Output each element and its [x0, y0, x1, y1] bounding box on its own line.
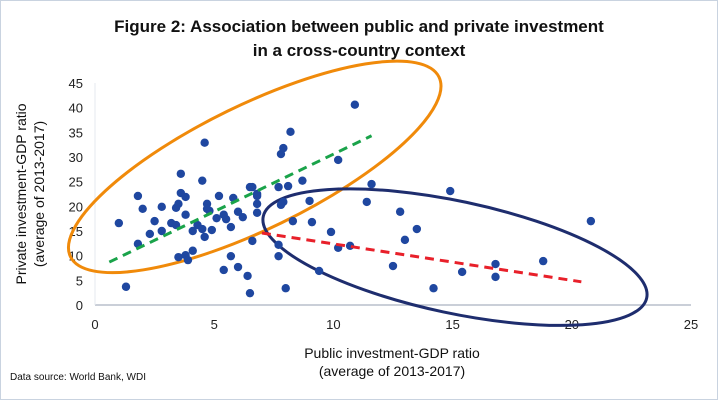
data-point	[248, 236, 257, 246]
data-point	[188, 246, 197, 255]
orange-ellipse	[66, 59, 443, 275]
data-point	[248, 182, 257, 192]
y-tick-label: 30	[69, 150, 83, 165]
y-axis-label: Private investment-GDP ratio	[13, 103, 29, 284]
data-point	[176, 169, 186, 178]
data-point	[212, 213, 221, 223]
y-tick-label: 45	[69, 76, 83, 91]
data-point	[252, 199, 262, 209]
x-tick-label: 25	[684, 317, 698, 332]
data-point	[114, 218, 124, 228]
data-point	[274, 240, 283, 250]
data-point	[326, 227, 336, 237]
data-point	[226, 222, 236, 232]
data-point	[183, 255, 193, 265]
data-point	[457, 267, 467, 277]
data-point	[429, 284, 438, 293]
data-point	[150, 216, 159, 226]
negative-trend-line	[261, 231, 582, 284]
data-point	[238, 212, 248, 222]
data-point	[157, 226, 166, 236]
data-point	[200, 232, 209, 242]
data-point	[276, 200, 286, 210]
x-tick-label: 0	[91, 317, 98, 332]
data-source-note: Data source: World Bank, WDI	[10, 372, 146, 383]
x-axis-label: Public investment-GDP ratio	[304, 345, 480, 361]
data-point	[446, 186, 455, 196]
data-point	[181, 210, 190, 219]
data-point	[298, 176, 307, 185]
y-tick-label: 25	[69, 175, 83, 190]
data-point	[188, 226, 197, 236]
data-point	[586, 216, 596, 226]
data-point	[214, 191, 224, 201]
x-tick-label: 10	[326, 317, 340, 332]
data-point	[274, 251, 283, 261]
data-point	[133, 191, 143, 201]
x-tick-label: 5	[211, 317, 218, 332]
data-point	[367, 179, 376, 189]
x-tick-label: 15	[445, 317, 459, 332]
chart-title: Figure 2: Association between public and…	[114, 17, 604, 36]
data-point	[400, 235, 410, 245]
data-point	[491, 272, 500, 282]
data-point	[350, 100, 360, 109]
data-point	[491, 259, 500, 269]
x-axis-label-line2: (average of 2013-2017)	[319, 363, 465, 379]
data-point	[395, 207, 405, 216]
y-tick-label: 40	[69, 101, 83, 116]
y-tick-label: 5	[76, 273, 83, 288]
navy-ellipse	[261, 187, 649, 327]
y-tick-label: 20	[69, 199, 83, 214]
data-point	[221, 214, 231, 224]
data-point	[198, 224, 207, 234]
data-point	[233, 207, 243, 216]
data-point	[207, 225, 217, 235]
data-point	[243, 271, 252, 281]
data-point	[286, 127, 295, 137]
data-point	[388, 261, 398, 271]
data-point	[121, 282, 131, 291]
data-point	[283, 181, 293, 191]
data-point	[333, 155, 343, 165]
data-point	[200, 138, 209, 147]
data-point	[174, 252, 183, 262]
y-axis-label-line2: (average of 2013-2017)	[31, 121, 47, 267]
chart-title-line2: in a cross-country context	[252, 41, 466, 60]
y-tick-label: 35	[69, 125, 83, 140]
data-point	[307, 217, 317, 227]
data-point	[274, 182, 283, 192]
data-point	[198, 176, 207, 185]
data-point	[174, 199, 183, 209]
data-point	[288, 216, 298, 226]
data-point	[233, 262, 243, 272]
data-point	[181, 192, 190, 202]
data-point	[252, 208, 262, 217]
data-point	[305, 196, 314, 206]
data-point	[281, 284, 290, 293]
y-tick-label: 0	[76, 298, 83, 313]
data-point	[538, 256, 548, 266]
data-point	[314, 266, 324, 276]
data-point	[171, 220, 181, 230]
data-point	[138, 204, 147, 213]
data-point	[219, 265, 228, 275]
data-point	[157, 202, 166, 212]
data-point	[279, 143, 288, 153]
data-point	[226, 251, 236, 261]
data-point	[362, 197, 371, 207]
data-point	[412, 224, 422, 234]
data-point	[252, 189, 262, 199]
positive-trend-line	[108, 134, 373, 264]
data-point	[145, 229, 155, 239]
data-point	[245, 288, 255, 298]
